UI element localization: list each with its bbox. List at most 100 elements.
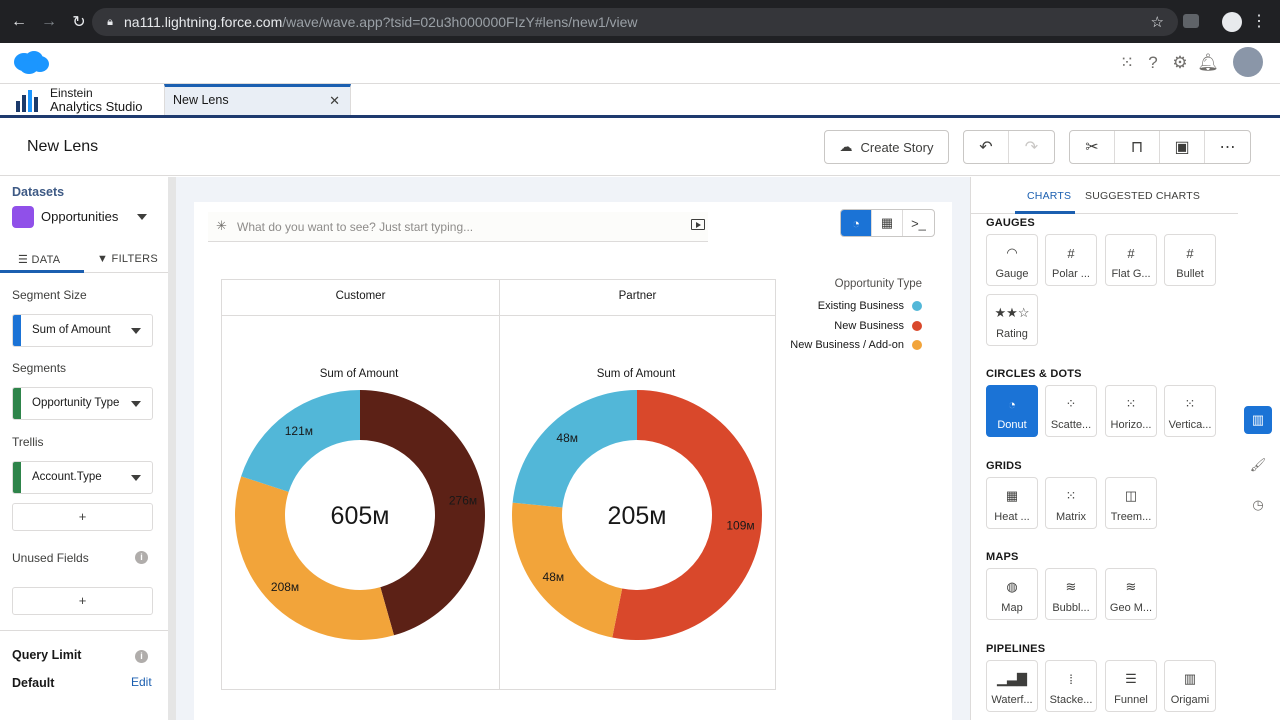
chart-type-origami[interactable]: ▥ Origami xyxy=(1164,660,1216,712)
section-title: CIRCLES & DOTS xyxy=(986,368,1082,380)
gear-icon[interactable]: ⚙ xyxy=(1172,53,1188,72)
history-clock-icon[interactable]: ◷ xyxy=(1252,497,1264,512)
tab-data[interactable]: ☰ DATA xyxy=(18,254,61,266)
back-arrow-icon[interactable]: ← xyxy=(11,12,27,30)
present-icon[interactable]: ⊓ xyxy=(1115,131,1160,163)
add-unused-field-button[interactable]: + xyxy=(12,587,153,615)
table-mode-icon[interactable]: ▦ xyxy=(872,210,903,236)
chart-type-flat-gauge[interactable]: # Flat G... xyxy=(1105,234,1157,286)
format-paintbrush-icon[interactable]: 🖌︎ xyxy=(1249,457,1267,472)
chart-type-bubble-map[interactable]: ≋ Bubbl... xyxy=(1045,568,1097,620)
clip-scissors-icon[interactable]: ✂ xyxy=(1070,131,1115,163)
chart-mode-icon[interactable]: ◔ xyxy=(841,210,872,236)
forward-arrow-icon[interactable]: → xyxy=(41,12,57,30)
tab-suggested-charts[interactable]: SUGGESTED CHARTS xyxy=(1085,190,1201,202)
dataset-icon xyxy=(12,206,34,228)
chart-type-bullet[interactable]: # Bullet xyxy=(1164,234,1216,286)
map-icon: ◍ xyxy=(1006,579,1018,594)
legend-title: Opportunity Type xyxy=(834,278,922,290)
legend-label: New Business / Add-on xyxy=(790,339,904,351)
legend-item-new-business[interactable]: New Business xyxy=(834,320,922,332)
chart-type-donut[interactable]: ◔ Donut xyxy=(986,385,1038,437)
help-icon[interactable]: ? xyxy=(1148,53,1158,72)
segment-size-field[interactable]: Sum of Amount xyxy=(12,314,153,347)
geo-map-icon: ≋ xyxy=(1125,579,1137,594)
chart-type-rating[interactable]: ★★☆ Rating xyxy=(986,294,1038,346)
chart-type-polar-gauge[interactable]: # Polar ... xyxy=(1045,234,1097,286)
chart-type-label: Horizo... xyxy=(1110,419,1152,431)
donut-icon: ◔ xyxy=(1008,396,1016,412)
chart-type-heatmap[interactable]: ▦ Heat ... xyxy=(986,477,1038,529)
app-navigation: Einstein Analytics Studio New Lens ✕ xyxy=(0,84,1280,118)
chart-type-label: Bullet xyxy=(1176,268,1204,280)
horizontal-dot-icon: ⁙ xyxy=(1125,396,1137,411)
tab-filters[interactable]: ▼ FILTERS xyxy=(97,253,159,265)
save-icon[interactable]: ▣ xyxy=(1160,131,1205,163)
more-icon[interactable]: ⋯ xyxy=(1219,139,1236,156)
salesforce-logo-icon[interactable] xyxy=(12,49,50,75)
chart-type-funnel[interactable]: ☰ Funnel xyxy=(1105,660,1157,712)
polar-gauge-icon: # xyxy=(1067,245,1075,261)
browser-menu-icon[interactable]: ⋮ xyxy=(1251,13,1267,30)
bell-icon[interactable]: 🔔︎ xyxy=(1197,53,1219,72)
chart-type-horizontal-dot[interactable]: ⁙ Horizo... xyxy=(1105,385,1157,437)
create-story-button[interactable]: ☁ Create Story xyxy=(824,130,949,164)
chevron-down-icon[interactable] xyxy=(131,475,141,481)
chart-type-label: Flat G... xyxy=(1111,268,1151,280)
play-icon[interactable] xyxy=(691,219,705,230)
section-title: PIPELINES xyxy=(986,643,1046,655)
chart-type-treemap[interactable]: ◫ Treem... xyxy=(1105,477,1157,529)
legend-item-existing-business[interactable]: Existing Business xyxy=(818,300,922,312)
chart-type-map[interactable]: ◍ Map xyxy=(986,568,1038,620)
chart-type-label: Matrix xyxy=(1056,511,1086,523)
saql-mode-icon[interactable]: >_ xyxy=(911,215,926,231)
search-input[interactable]: What do you want to see? Just start typi… xyxy=(237,220,474,234)
chart-type-waterfall[interactable]: ▁▃▇ Waterf... xyxy=(986,660,1038,712)
add-trellis-button[interactable]: + xyxy=(12,503,153,531)
segment-size-label: Segment Size xyxy=(12,288,87,302)
user-avatar[interactable] xyxy=(1233,47,1263,77)
legend-item-new-business-add-on[interactable]: New Business / Add-on xyxy=(790,339,922,351)
chart-type-label: Waterf... xyxy=(991,694,1033,706)
dataset-name[interactable]: Opportunities xyxy=(41,209,119,224)
tab-charts[interactable]: CHARTS xyxy=(1027,190,1072,202)
trellis-value: Account.Type xyxy=(32,471,102,483)
info-icon[interactable]: i xyxy=(135,650,148,663)
measure-bar xyxy=(13,315,21,346)
section-title: GRIDS xyxy=(986,460,1022,472)
extension-drive-icon[interactable] xyxy=(1183,14,1199,28)
chart-type-matrix[interactable]: ⁙ Matrix xyxy=(1045,477,1097,529)
tab-new-lens[interactable]: New Lens ✕ xyxy=(164,84,351,115)
create-story-label: Create Story xyxy=(860,139,934,155)
ask-search-bar[interactable]: ✳ What do you want to see? Just start ty… xyxy=(208,212,708,242)
chart-type-vertical-dot[interactable]: ⁙ Vertica... xyxy=(1164,385,1216,437)
chevron-down-icon[interactable] xyxy=(131,328,141,334)
bookmark-star-icon[interactable]: ☆ xyxy=(1150,14,1164,31)
app-launcher-icon[interactable]: ⁙ xyxy=(1119,53,1135,72)
panel-resize-handle[interactable] xyxy=(168,177,176,720)
redo-icon[interactable]: ↷ xyxy=(1024,139,1039,156)
chart-type-gauge[interactable]: ◠ Gauge xyxy=(986,234,1038,286)
gauge-icon: ◠ xyxy=(1006,245,1018,260)
chart-type-stacked-waterfall[interactable]: ⁞ Stacke... xyxy=(1045,660,1097,712)
chevron-down-icon[interactable] xyxy=(131,401,141,407)
undo-icon[interactable]: ↶ xyxy=(964,131,1009,163)
segments-field[interactable]: Opportunity Type xyxy=(12,387,153,420)
chart-type-geo-map[interactable]: ≋ Geo M... xyxy=(1105,568,1157,620)
chevron-down-icon[interactable] xyxy=(137,214,147,220)
trellis-field[interactable]: Account.Type xyxy=(12,461,153,494)
address-bar[interactable]: 🔒︎ na111.lightning.force.com/wave/wave.a… xyxy=(92,8,1178,36)
active-tab-underline xyxy=(1015,211,1075,214)
segments-label: Segments xyxy=(12,361,67,375)
chart-settings-icon[interactable]: ▥ xyxy=(1244,406,1272,434)
url-host: na111.lightning.force.com xyxy=(124,14,283,30)
close-icon[interactable]: ✕ xyxy=(329,93,340,108)
treemap-icon: ◫ xyxy=(1124,488,1138,503)
reload-icon[interactable]: ↻ xyxy=(72,13,86,31)
info-icon[interactable]: i xyxy=(135,551,148,564)
unused-fields-label: Unused Fields xyxy=(12,551,89,565)
edit-query-limit-link[interactable]: Edit xyxy=(131,675,152,689)
dimension-bar xyxy=(13,462,21,493)
chart-type-scatter[interactable]: ⁘ Scatte... xyxy=(1045,385,1097,437)
profile-avatar-icon[interactable] xyxy=(1222,12,1242,32)
